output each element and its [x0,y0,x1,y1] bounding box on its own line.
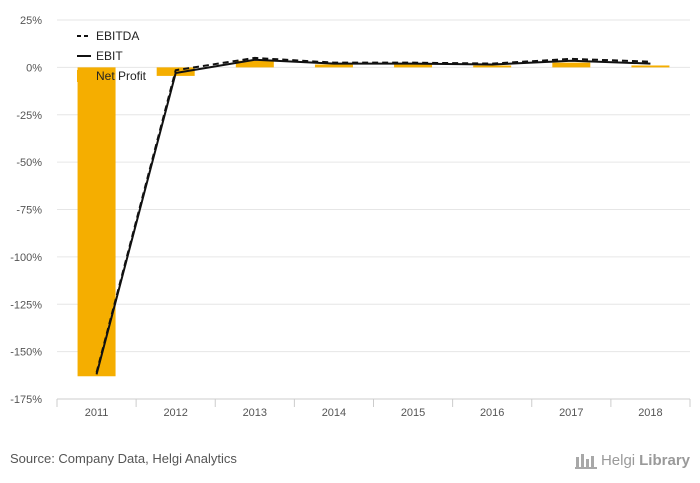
line-series [95,56,651,375]
x-tick-label: 2011 [85,407,109,419]
y-axis: 25% 0% -25% -50% -75% -100% -125% -150% -175% [10,15,42,406]
brand-name-part1: Helgi [600,451,636,469]
y-tick-label: -175% [10,394,42,406]
net-profit-bar [394,64,433,68]
y-tick-label: -25% [16,110,42,122]
net-profit-bar [314,64,353,68]
legend: EBITDA EBIT Net Profit [77,29,147,83]
ebit-line [95,58,651,375]
x-tick-label: 2017 [559,407,583,419]
y-tick-label: 25% [20,15,42,27]
net-profit-bar [77,67,116,377]
source-note: Source: Company Data, Helgi Analytics [10,451,237,466]
footer: Source: Company Data, Helgi Analytics He… [0,441,700,483]
y-tick-label: -50% [16,157,42,169]
ebitda-line [95,56,651,373]
gridlines [57,19,690,400]
x-tick-label: 2016 [480,407,504,419]
legend-label: EBITDA [96,29,139,43]
x-tick-label: 2014 [322,407,346,419]
x-tick-label: 2013 [243,407,267,419]
x-tick-label: 2018 [638,407,662,419]
legend-label: EBIT [96,49,123,63]
net-profit-bar [552,62,591,68]
net-profit-bar [631,65,670,68]
legend-label: Net Profit [96,69,147,83]
x-tick-label: 2012 [163,407,187,419]
y-tick-label: -125% [10,299,42,311]
y-tick-label: 0% [26,62,42,74]
y-tick-label: -75% [16,205,42,217]
y-tick-label: -100% [10,252,42,264]
legend-swatch-net-profit [77,70,91,82]
net-profit-bar [473,65,512,68]
net-profit-bar [235,60,274,68]
x-tick-label: 2015 [401,407,425,419]
chart: 25% 0% -25% -50% -75% -100% -125% -150% -175% 20… [10,15,691,419]
brand-name-part2: Library [639,451,690,469]
brand-logo: Helgi Library [574,449,690,471]
library-icon [574,454,597,469]
x-axis: 2011 2012 2013 2014 2015 2016 2017 2018 [56,398,691,419]
y-tick-label: -150% [10,347,42,359]
